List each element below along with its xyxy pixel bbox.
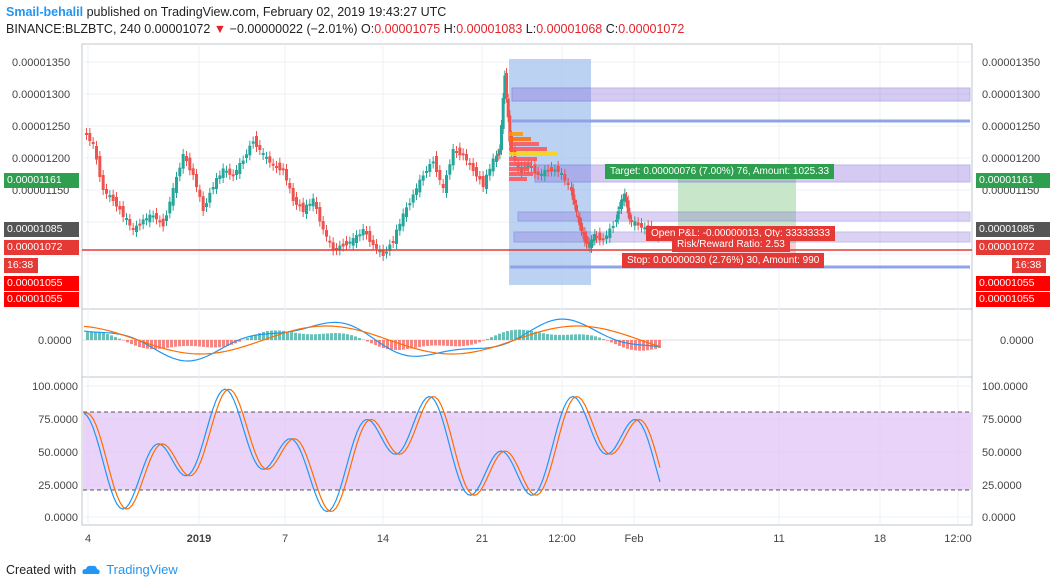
footer: Created with TradingView [6,562,178,577]
time-axis-label: 7 [282,533,288,545]
price-axis-label-right: 0.00001150 [982,185,1039,197]
time-axis-label: Feb [625,533,644,545]
left-current-price-tag: 0.00001085 [4,222,79,237]
time-axis-label: 12:00 [548,533,576,545]
macd-line [83,318,661,362]
right-last-price-tag: 0.00001072 [976,240,1050,255]
price-axis-label-right: 0.00001250 [982,121,1040,133]
open-label: O: [361,22,375,36]
tradingview-cloud-icon [82,565,100,574]
price-axis-label-left: 0.00001150 [12,185,69,197]
left-target-price-tag: 0.00001161 [4,173,79,188]
left-countdown-tag: 16:38 [4,258,38,273]
price-axis-label-left: 0.00001350 [12,57,70,69]
down-arrow-icon: ▼ [213,22,227,36]
stoch-axis-label-left: 0.0000 [44,512,78,524]
created-with-label: Created with [6,562,77,577]
right-stop-price-tag-2: 0.00001055 [976,292,1050,307]
stoch-axis-label-left: 50.0000 [38,447,78,459]
right-current-price-tag: 0.00001085 [976,222,1050,237]
stoch-axis-label-right: 50.0000 [982,447,1022,459]
stoch-axis-label-left: 25.0000 [38,480,78,492]
stoch-axis-label-left: 75.0000 [38,414,78,426]
low-label: L: [525,22,537,36]
right-stop-price-tag-1: 0.00001055 [976,276,1050,291]
publish-line: Smail-behalil published on TradingView.c… [6,5,446,19]
right-target-price-tag: 0.00001161 [976,173,1050,188]
last-price: 0.00001072 [144,22,211,36]
symbol-label: BINANCE:BLZBTC, 240 [6,22,141,36]
author-link[interactable]: Smail-behalil [6,5,84,19]
price-change: −0.00000022 (−2.01%) [229,22,358,36]
stoch-axis-label-left: 100.0000 [32,381,78,393]
right-countdown-tag: 16:38 [1012,258,1046,273]
close-label: C: [605,22,619,36]
close-value: 0.00001072 [618,22,685,36]
candlestick-series [85,68,660,261]
low-value: 0.00001068 [536,22,603,36]
time-axis-label: 12:00 [944,533,972,545]
open-value: 0.00001075 [374,22,441,36]
time-axis-label: 2019 [187,533,211,545]
stoch-pane [81,376,973,526]
publish-info: published on TradingView.com, February 0… [86,5,447,19]
price-axis-label-right: 0.00001350 [982,57,1040,69]
ohlc-line: BINANCE:BLZBTC, 240 0.00001072 ▼ −0.0000… [6,22,684,36]
stoch-axis-label-right: 75.0000 [982,414,1022,426]
left-stop-price-tag-2: 0.00001055 [4,292,79,307]
target-label[interactable]: Target: 0.00000076 (7.00%) 76, Amount: 1… [605,164,835,179]
price-axis-label-right: 0.00001200 [982,153,1040,165]
time-axis-label: 18 [874,533,886,545]
stoch-axis-label-right: 0.0000 [982,512,1016,524]
left-last-price-tag: 0.00001072 [4,240,79,255]
volume-profile [509,132,557,181]
stoch-k-line [83,388,661,513]
price-axis-label-left: 0.00001300 [12,89,70,101]
stoch-axis-label-right: 100.0000 [982,381,1028,393]
stoch-axis-label-right: 25.0000 [982,480,1022,492]
time-axis-label: 21 [476,533,488,545]
price-axis-label-right: 0.00001300 [982,89,1040,101]
high-value: 0.00001083 [456,22,523,36]
stoch-band [83,412,971,490]
tradingview-link[interactable]: TradingView [106,562,178,577]
time-axis-label: 14 [377,533,389,545]
high-label: H: [443,22,457,36]
risk-reward-label: Risk/Reward Ratio: 2.53 [672,237,790,252]
left-stop-price-tag-1: 0.00001055 [4,276,79,291]
stop-label[interactable]: Stop: 0.00000030 (2.76%) 30, Amount: 990 [622,253,825,268]
stoch-d-line [83,388,661,513]
time-axis-label: 11 [773,533,784,545]
macd-axis-label-right: 0.0000 [1000,335,1034,347]
price-axis-label-left: 0.00001250 [12,121,70,133]
price-axis-label-left: 0.00001200 [12,153,70,165]
macd-axis-label-left: 0.0000 [38,335,72,347]
macd-signal-line [83,325,661,355]
time-axis-label: 4 [85,533,91,545]
